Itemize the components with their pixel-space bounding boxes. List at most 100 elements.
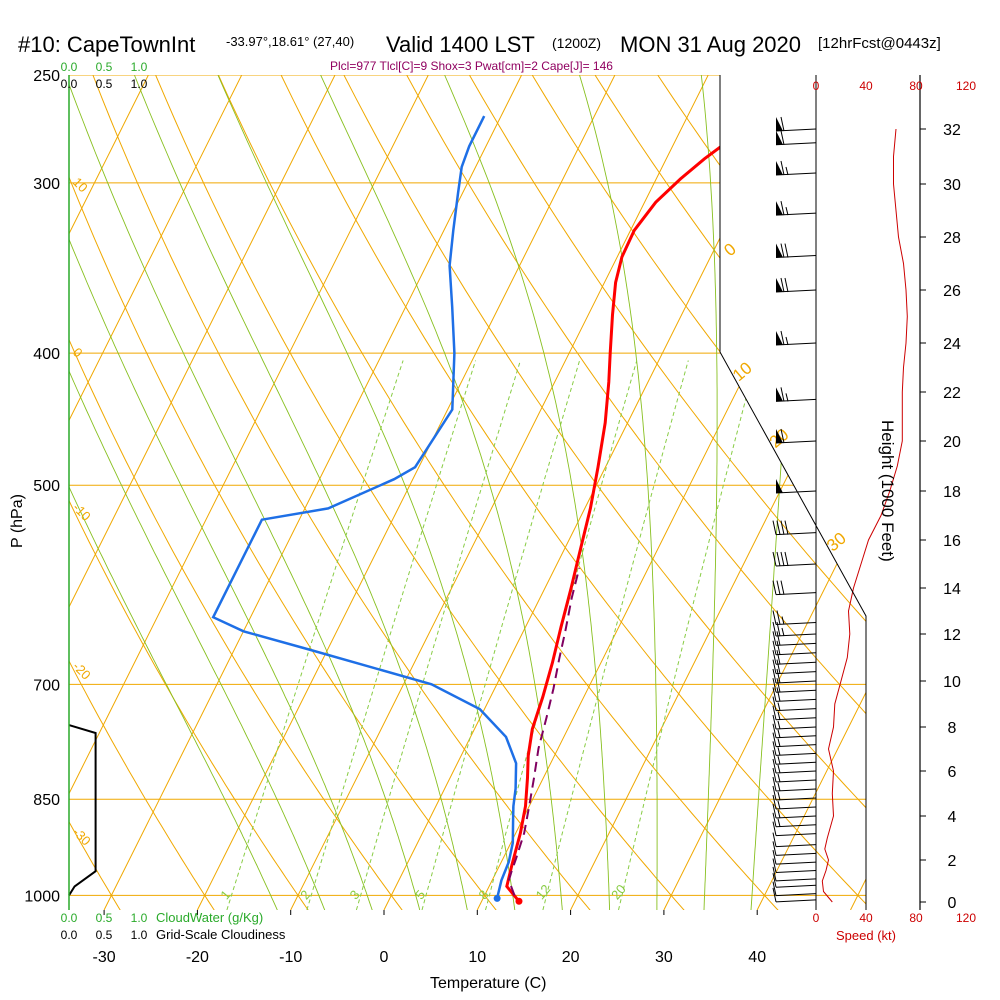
moist-adiabat-line — [309, 75, 564, 910]
wind-barb-flag — [772, 858, 777, 873]
wind-barb-flag — [776, 631, 781, 646]
mixing-ratio-label: 2 — [297, 887, 313, 902]
wind-barb-flag — [772, 610, 777, 625]
isotherm-label: -30 — [70, 825, 94, 849]
dry-adiabat-label: 10 — [729, 358, 756, 385]
cloud-water-tick-bottom: 1.0 — [131, 911, 148, 925]
wind-barb-half — [777, 764, 781, 774]
wind-barb-flag — [776, 580, 781, 595]
dry-adiabat-line — [69, 75, 130, 910]
wind-barb-pennant — [776, 243, 783, 258]
dry-adiabat-line — [69, 75, 414, 910]
moist-adiabat-line — [69, 75, 285, 910]
wind-barb-half — [777, 791, 781, 801]
isotherm-line — [850, 75, 866, 910]
wind-barb-staff — [775, 752, 817, 756]
wind-barb-flag — [772, 750, 777, 765]
wind-barb — [772, 705, 817, 721]
wind-barb-staff — [775, 852, 817, 856]
mixing-ratio-label: 20 — [608, 882, 629, 903]
wind-barb-staff — [775, 870, 817, 873]
wind-barb-staff — [775, 893, 817, 897]
wind-barb-half — [781, 616, 785, 625]
temp-tick-label: 40 — [748, 949, 766, 966]
wind-barb — [775, 277, 817, 293]
wind-barb-flag — [784, 520, 789, 535]
series-clip-group — [211, 115, 720, 903]
height-axis-label: Height (1000 Feet) — [878, 420, 897, 562]
wind-barb-flag — [784, 551, 789, 567]
cloud-water-tick-bottom: 0.5 — [96, 911, 113, 925]
moist-adiabat-line — [69, 75, 331, 910]
wind-barb-staff — [775, 788, 817, 792]
pressure-tick-label: 300 — [33, 176, 60, 193]
cloudiness-tick-bottom: 0.5 — [96, 928, 113, 942]
wind-barb — [772, 849, 817, 865]
wind-barb — [775, 116, 817, 132]
wind-barb-staff — [775, 532, 817, 536]
isotherm-line — [476, 75, 866, 910]
wind-barb — [772, 631, 817, 646]
height-tick-label: 10 — [943, 674, 961, 691]
wind-barb-staff — [775, 761, 817, 765]
wind-barb-flag — [776, 678, 781, 693]
cloud-water-label: CloudWater (g/Kg) — [156, 910, 263, 925]
wind-barb-flag — [772, 741, 777, 756]
stability-indices: Plcl=977 Tlcl[C]=9 Shox=3 Pwat[cm]=2 Cap… — [330, 59, 613, 73]
wind-barb — [775, 160, 817, 176]
temp-tick-label: 30 — [655, 949, 673, 966]
wind-barb-flag — [772, 696, 777, 711]
wind-barb-half — [785, 166, 789, 176]
wind-speed-line — [821, 128, 908, 903]
wind-barb-pennant — [776, 117, 783, 131]
temperature-line — [505, 145, 720, 903]
moist-adiabat-line — [124, 75, 471, 910]
wind-barb-staff — [775, 642, 817, 646]
wind-barb — [772, 785, 817, 801]
dry-adiabat-line — [69, 75, 508, 910]
wind-barb-flag — [772, 621, 777, 637]
moist-adiabat-line — [698, 75, 718, 910]
temp-tick-label: -10 — [279, 949, 302, 966]
temp-tick-label: -20 — [186, 949, 209, 966]
dry-adiabat-line — [331, 75, 866, 910]
wind-barb-flag — [780, 520, 785, 535]
wind-barb-flag — [780, 243, 785, 258]
grid-clip-group — [69, 75, 866, 910]
cloud-water-tick-top: 0.5 — [96, 60, 113, 74]
moist-adiabat-line — [571, 75, 658, 910]
wind-barb-half — [781, 627, 785, 637]
isotherm-line — [69, 75, 149, 910]
moist-adiabat-line — [749, 75, 801, 910]
wind-barb-pennant — [776, 331, 783, 345]
wind-barb — [772, 832, 817, 848]
height-tick-label: 18 — [943, 484, 961, 501]
height-tick-label: 22 — [943, 385, 961, 402]
right-boundary-line — [719, 75, 867, 910]
wind-barb-flag — [772, 580, 777, 595]
wind-barb-flag — [772, 687, 777, 702]
height-tick-label: 6 — [948, 764, 957, 781]
wind-speed-tick-top: 0 — [813, 79, 820, 93]
wind-speed-tick-bottom: 40 — [859, 911, 873, 925]
wind-barb-flag — [780, 130, 785, 145]
wind-barb — [772, 687, 817, 702]
mixing-ratio-line — [355, 360, 521, 910]
height-tick-label: 28 — [943, 230, 961, 247]
wind-barb-half — [785, 393, 789, 402]
wind-barb — [772, 732, 817, 748]
wind-barb-half — [777, 747, 781, 756]
wind-barb-staff — [775, 671, 817, 675]
wind-barb-flag — [772, 714, 777, 730]
cloudiness-tick-bottom: 0.0 — [61, 928, 78, 942]
wind-barb-half — [777, 756, 781, 765]
wind-barb-staff — [775, 833, 817, 837]
mixing-ratio-line — [618, 360, 757, 910]
cloud-water-tick-bottom: 0.0 — [61, 911, 78, 925]
cloudiness-tick-top: 0.0 — [61, 77, 78, 91]
wind-barb-flag — [776, 520, 781, 535]
dry-adiabat-line — [827, 75, 866, 910]
wind-barb-staff — [775, 622, 817, 625]
isotherm-line — [290, 75, 709, 910]
